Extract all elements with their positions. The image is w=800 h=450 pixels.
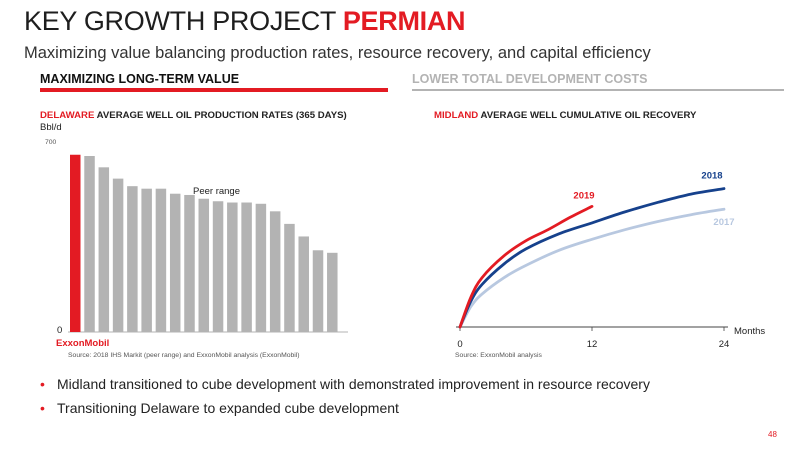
bullet-dot: • — [40, 376, 45, 392]
line-chart-xlabel: Months — [734, 326, 766, 337]
section-rule-left — [40, 88, 388, 92]
line-chart-title-highlight: MIDLAND — [434, 110, 479, 121]
bar-chart-title: DELAWARE AVERAGE WELL OIL PRODUCTION RAT… — [40, 110, 347, 121]
peer-bar — [84, 156, 95, 332]
peer-bar — [327, 252, 338, 332]
bullet-item: • Midland transitioned to cube developmen… — [40, 372, 650, 396]
slide-title-highlight: PERMIAN — [342, 6, 466, 36]
peer-bar — [284, 223, 295, 332]
slide-title-main: KEY GROWTH PROJECT — [24, 6, 343, 36]
exxonmobil-bar — [70, 154, 81, 332]
peer-bar — [112, 178, 124, 332]
series-label-2019: 2019 — [573, 190, 594, 201]
peer-range-annotation: Peer range — [193, 186, 241, 197]
bullet-list: • Midland transitioned to cube developmen… — [40, 372, 650, 420]
peer-bar — [212, 201, 224, 332]
peer-bar — [269, 211, 281, 332]
line-chart-title-rest: AVERAGE WELL CUMULATIVE OIL RECOVERY — [478, 110, 697, 121]
series-line-2018 — [458, 187, 726, 329]
series-line-2019 — [458, 205, 594, 329]
bar-chart-ytick-zero: 0 — [57, 325, 63, 336]
bullet-dot: • — [40, 400, 45, 416]
line-chart-title: MIDLAND AVERAGE WELL CUMULATIVE OIL RECO… — [434, 110, 696, 121]
line-chart: 0 12 24 2017 2018 2019 — [456, 171, 735, 350]
section-rule-right — [412, 89, 784, 91]
x-tick-label: 24 — [719, 339, 730, 350]
peer-bar — [227, 202, 238, 332]
peer-bar — [198, 198, 210, 332]
series-line-2017 — [458, 207, 726, 329]
bullet-item: • Transitioning Delaware to expanded cube… — [40, 396, 650, 420]
peer-bar — [312, 250, 324, 332]
bar-chart-source: Source: 2018 IHS Markit (peer range) and… — [68, 352, 300, 359]
section-heading-left: MAXIMIZING LONG-TERM VALUE — [40, 72, 240, 86]
exxonmobil-bar-label: ExxonMobil — [56, 338, 110, 349]
bar-chart — [68, 154, 348, 333]
peer-bar — [184, 194, 195, 332]
x-tick-label: 12 — [587, 339, 598, 350]
peer-bar — [127, 186, 138, 332]
peer-bar — [98, 167, 110, 332]
section-heading-right: LOWER TOTAL DEVELOPMENT COSTS — [412, 72, 648, 86]
peer-bar — [155, 188, 167, 332]
bar-chart-ylabel: Bbl/d — [40, 122, 62, 133]
line-chart-source: Source: ExxonMobil analysis — [455, 352, 542, 359]
bullet-text: Transitioning Delaware to expanded cube … — [57, 400, 399, 416]
peer-bar — [298, 236, 309, 332]
peer-bar — [241, 202, 252, 332]
peer-bar — [169, 193, 181, 332]
bullet-text: Midland transitioned to cube development… — [57, 376, 650, 392]
bar-chart-ytick-top: 700 — [45, 139, 57, 146]
slide-subtitle: Maximizing value balancing production ra… — [24, 44, 651, 62]
page-number: 48 — [768, 430, 777, 439]
x-tick-label: 0 — [457, 339, 462, 350]
peer-bar — [255, 203, 267, 332]
bar-chart-title-rest: AVERAGE WELL OIL PRODUCTION RATES (365 D… — [94, 110, 347, 121]
series-label-2018: 2018 — [701, 171, 722, 182]
series-label-2017: 2017 — [713, 217, 734, 228]
bar-chart-title-highlight: DELAWARE — [40, 110, 95, 121]
peer-bar — [141, 188, 152, 332]
slide-title: KEY GROWTH PROJECT PERMIAN — [24, 6, 466, 37]
